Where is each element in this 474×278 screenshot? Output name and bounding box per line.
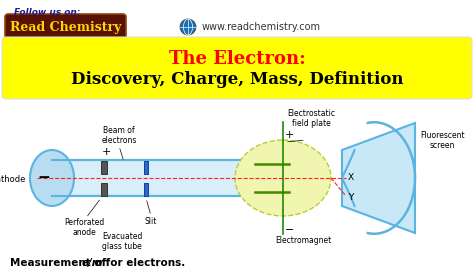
Bar xyxy=(101,183,107,196)
Text: Y: Y xyxy=(348,192,354,202)
Bar xyxy=(101,161,107,174)
Text: Cathode: Cathode xyxy=(0,175,26,185)
Text: −: − xyxy=(285,225,294,235)
FancyBboxPatch shape xyxy=(2,37,472,99)
Ellipse shape xyxy=(235,140,331,216)
Text: www.readchemistry.com: www.readchemistry.com xyxy=(202,22,321,32)
Polygon shape xyxy=(342,123,415,233)
Text: Measurement of: Measurement of xyxy=(10,258,110,268)
Text: The Electron:: The Electron: xyxy=(169,50,305,68)
Text: +: + xyxy=(101,147,111,157)
Text: Fluorescent
screen: Fluorescent screen xyxy=(420,131,465,150)
FancyBboxPatch shape xyxy=(5,14,126,40)
Bar xyxy=(144,183,148,196)
Circle shape xyxy=(180,19,196,35)
Text: Perforated
anode: Perforated anode xyxy=(64,218,104,237)
Text: X: X xyxy=(348,173,354,182)
Text: e/m: e/m xyxy=(82,258,103,268)
Text: Electrostatic
field plate: Electrostatic field plate xyxy=(287,109,335,128)
Ellipse shape xyxy=(30,150,74,206)
Text: Evacuated
glass tube: Evacuated glass tube xyxy=(102,232,142,251)
Text: Slit: Slit xyxy=(145,217,157,226)
Text: +: + xyxy=(285,130,294,140)
Text: Electromagnet: Electromagnet xyxy=(275,236,331,245)
Text: Read Chemistry: Read Chemistry xyxy=(10,21,122,34)
Text: for electrons.: for electrons. xyxy=(102,258,185,268)
Bar xyxy=(144,161,148,174)
Text: Follow us on:: Follow us on: xyxy=(14,8,81,17)
FancyBboxPatch shape xyxy=(52,160,268,196)
Text: Beam of
electrons: Beam of electrons xyxy=(101,126,137,145)
Text: Discovery, Charge, Mass, Definition: Discovery, Charge, Mass, Definition xyxy=(71,71,403,88)
Text: −: − xyxy=(37,170,50,185)
